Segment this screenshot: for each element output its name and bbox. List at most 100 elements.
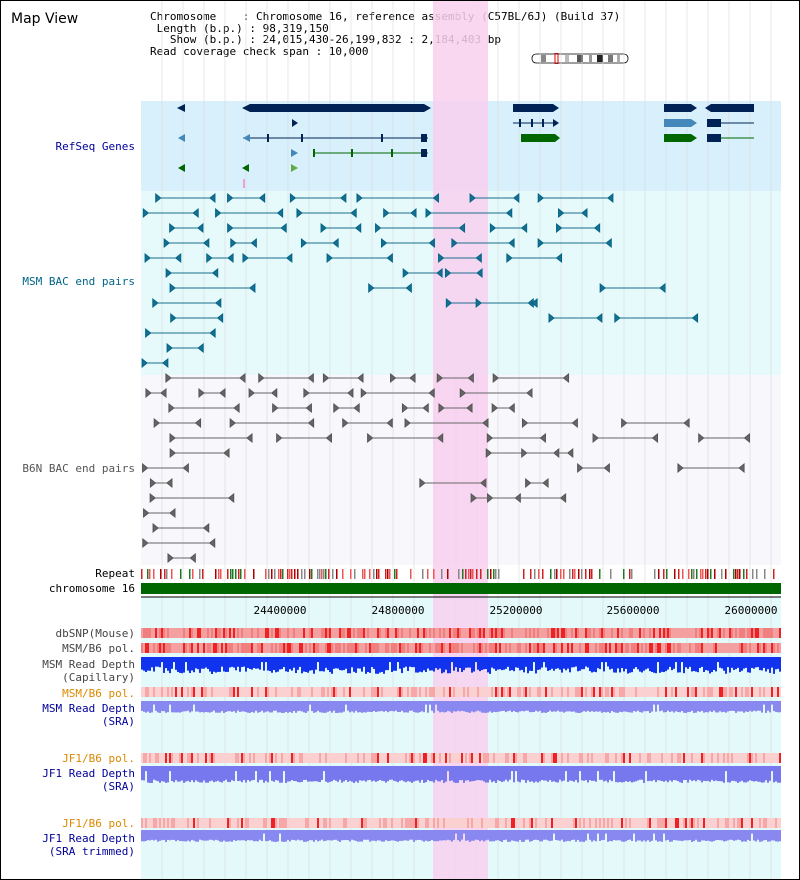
b6n-bac-pair[interactable] [149,492,235,504]
msm-bac-pair[interactable] [296,207,357,219]
b6n-bac-pair[interactable] [592,432,659,444]
msm-sra-depth-bar [239,701,241,713]
msm-bac-pair[interactable] [155,192,216,204]
b6n-bac-pair[interactable] [198,387,226,399]
b6n-bac-pair[interactable] [333,402,360,414]
msm-bac-pair[interactable] [169,282,256,294]
b6n-bac-pair[interactable] [677,462,745,474]
msm-bac-pair[interactable] [230,237,257,249]
b6n-bac-pair[interactable] [168,402,240,414]
msm-bac-pair[interactable] [215,207,284,219]
msm-bac-pair[interactable] [469,192,520,204]
b6n-bac-pair[interactable] [401,402,429,414]
msm-bac-pair[interactable] [506,252,563,264]
msm-bac-pair[interactable] [451,237,515,249]
b6n-bac-pair[interactable] [436,372,474,384]
b6n-bac-pair[interactable] [486,432,546,444]
msm-bac-pair[interactable] [489,222,528,234]
b6n-bac-pair[interactable] [272,402,312,414]
msm-bac-pair[interactable] [227,222,287,234]
b6n-bac-pair[interactable] [525,477,549,489]
b6n-bac-pair[interactable] [248,387,278,399]
chromosome-ideogram[interactable] [531,53,629,64]
read-depth-tracks[interactable] [141,657,781,842]
b6n-bac-pair[interactable] [390,372,416,384]
b6n-bac-pair[interactable] [167,552,196,564]
msm-bac-pair[interactable] [300,237,339,249]
msm-bac-pair[interactable] [537,192,614,204]
b6n-bac-pair[interactable] [153,417,202,429]
msm-bac-pair[interactable] [444,267,483,279]
msm-bac-pair[interactable] [537,237,612,249]
msm-bac-pair[interactable] [556,222,601,234]
b6n-bac-pair[interactable] [491,402,515,414]
msm-bac-pair[interactable] [145,327,216,339]
jf1-trimmed-depth-bar [629,830,631,840]
msm-bac-pair[interactable] [206,252,234,264]
msm-bac-pair[interactable] [163,237,210,249]
b6n-bac-pair[interactable] [303,387,354,399]
msm-bac-pairs-track[interactable] [141,192,699,369]
msm-bac-pair[interactable] [599,282,666,294]
b6n-bac-pair[interactable] [229,417,315,429]
b6n-bac-pair[interactable] [438,402,473,414]
b6n-bac-pair[interactable] [419,477,487,489]
msm-bac-pair[interactable] [475,297,538,309]
msm-bac-pair[interactable] [438,252,482,264]
b6n-bac-pair[interactable] [521,417,578,429]
msm-bac-pair[interactable] [242,252,293,264]
msm-bac-pair[interactable] [368,282,412,294]
b6n-bac-pair[interactable] [149,477,173,489]
msm-bac-pair[interactable] [402,267,443,279]
msm-bac-pair[interactable] [144,252,182,264]
msm-bac-pair[interactable] [375,222,466,234]
b6n-bac-pair[interactable] [142,462,189,474]
b6n-bac-pair[interactable] [169,432,253,444]
b6n-bac-pair[interactable] [152,522,210,534]
b6n-bac-pair[interactable] [143,507,176,519]
msm-bac-pair[interactable] [227,192,266,204]
msm-bac-pair[interactable] [165,267,219,279]
b6n-bac-pair[interactable] [621,417,690,429]
b6n-bac-pair[interactable] [145,387,167,399]
msm-bac-pair[interactable] [289,192,347,204]
msm-bac-pair[interactable] [425,207,513,219]
b6n-bac-pair[interactable] [360,387,435,399]
msm-bac-pair[interactable] [383,207,417,219]
b6n-bac-pair[interactable] [470,492,521,504]
msm-bac-pair[interactable] [320,222,362,234]
b6n-bac-pair[interactable] [698,432,751,444]
msm-bac-pair[interactable] [166,342,204,354]
msm-bac-pair[interactable] [614,312,699,324]
b6n-bac-pair[interactable] [367,432,444,444]
msm-bac-pair[interactable] [548,312,603,324]
b6n-bac-pairs-track[interactable] [142,372,751,564]
b6n-bac-pair[interactable] [165,372,246,384]
b6n-bac-pair[interactable] [258,372,314,384]
b6n-bac-pair[interactable] [521,447,574,459]
b6n-bac-pair[interactable] [492,372,570,384]
jf1-sra-depth-bar [315,766,317,782]
msm-bac-pair[interactable] [356,192,440,204]
b6n-bac-pair[interactable] [404,417,489,429]
heatmap-tracks[interactable] [141,628,781,828]
msm-bac-pair[interactable] [326,252,393,264]
b6n-bac-pair[interactable] [142,537,216,549]
b6n-bac-pair[interactable] [169,447,230,459]
b6n-bac-pair[interactable] [459,387,533,399]
msm-bac-pair[interactable] [141,357,169,369]
repeat-track[interactable] [141,569,775,579]
refseq-genes-track[interactable] [177,104,754,188]
msm-bac-pair[interactable] [558,207,588,219]
b6n-bac-pair[interactable] [577,462,610,474]
msm-bac-pair[interactable] [142,207,199,219]
msm-bac-pair[interactable] [381,237,435,249]
b6n-bac-pair[interactable] [276,432,332,444]
b6n-bac-pair[interactable] [322,372,364,384]
msm-bac-pair[interactable] [152,297,222,309]
msm-sra-depth-bar [761,701,763,713]
b6n-bac-pair[interactable] [342,417,393,429]
msm-bac-pair[interactable] [170,312,224,324]
msm-bac-pair[interactable] [169,222,204,234]
